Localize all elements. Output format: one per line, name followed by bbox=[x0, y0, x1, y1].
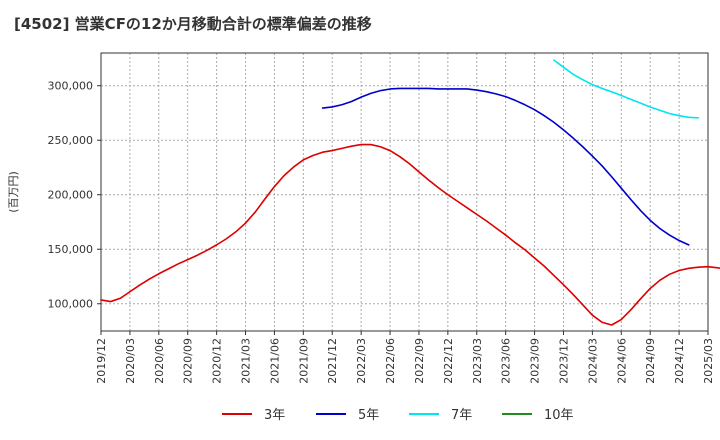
x-tick-label: 2022/06 bbox=[384, 338, 397, 384]
x-tick-label: 2024/12 bbox=[673, 338, 686, 384]
x-tick-label: 2021/03 bbox=[240, 338, 253, 384]
x-tick-label: 2024/09 bbox=[644, 338, 657, 384]
y-tick-label: 250,000 bbox=[48, 134, 94, 147]
legend-label: 10年 bbox=[544, 408, 574, 423]
x-tick-layer: 2019/12 2020/03 2020/06 2020/09 2020/12 2021/… bbox=[95, 331, 715, 384]
plot-frame bbox=[100, 52, 709, 332]
x-tick-label: 2020/03 bbox=[124, 338, 137, 384]
x-tick-label: 2024/03 bbox=[586, 338, 599, 384]
x-tick-label: 2020/12 bbox=[211, 338, 224, 384]
x-tick-label: 2021/12 bbox=[326, 338, 339, 384]
x-tick-label: 2023/06 bbox=[500, 338, 513, 384]
legend: 3年 5年 7年 10年 bbox=[222, 408, 574, 423]
x-tick-label: 2022/03 bbox=[355, 338, 368, 384]
x-tick-label: 2023/09 bbox=[529, 338, 542, 384]
series-line bbox=[553, 59, 700, 119]
legend-label: 5年 bbox=[358, 408, 379, 423]
y-tick-label: 150,000 bbox=[48, 243, 94, 256]
x-tick-label: 2022/12 bbox=[442, 338, 455, 384]
legend-label: 3年 bbox=[264, 408, 285, 423]
y-tick-label: 300,000 bbox=[48, 80, 94, 93]
series-line bbox=[321, 87, 690, 246]
x-tick-label: 2023/12 bbox=[557, 338, 570, 384]
x-tick-label: 2022/09 bbox=[413, 338, 426, 384]
x-tick-label: 2020/09 bbox=[182, 338, 195, 384]
x-tick-label: 2021/06 bbox=[268, 338, 281, 384]
y-tick-label: 200,000 bbox=[48, 189, 94, 202]
grid-layer bbox=[100, 53, 709, 331]
chart-title: [4502] 営業CFの12か月移動合計の標準偏差の推移 bbox=[14, 15, 372, 33]
plot-background bbox=[101, 53, 708, 331]
series-layer bbox=[100, 59, 720, 326]
x-tick-label: 2025/03 bbox=[702, 338, 715, 384]
y-tick-label: 100,000 bbox=[48, 298, 94, 311]
x-tick-label: 2024/06 bbox=[615, 338, 628, 384]
x-tick-label: 2020/06 bbox=[153, 338, 166, 384]
legend-label: 7年 bbox=[451, 408, 472, 423]
x-tick-label: 2021/09 bbox=[297, 338, 310, 384]
x-tick-label: 2023/03 bbox=[471, 338, 484, 384]
y-axis-label: (百万円) bbox=[7, 171, 20, 213]
x-tick-label: 2019/12 bbox=[95, 338, 108, 384]
y-tick-layer: 100,000 150,000 200,000 250,000 300,000 bbox=[48, 80, 101, 311]
series-line bbox=[100, 143, 720, 326]
